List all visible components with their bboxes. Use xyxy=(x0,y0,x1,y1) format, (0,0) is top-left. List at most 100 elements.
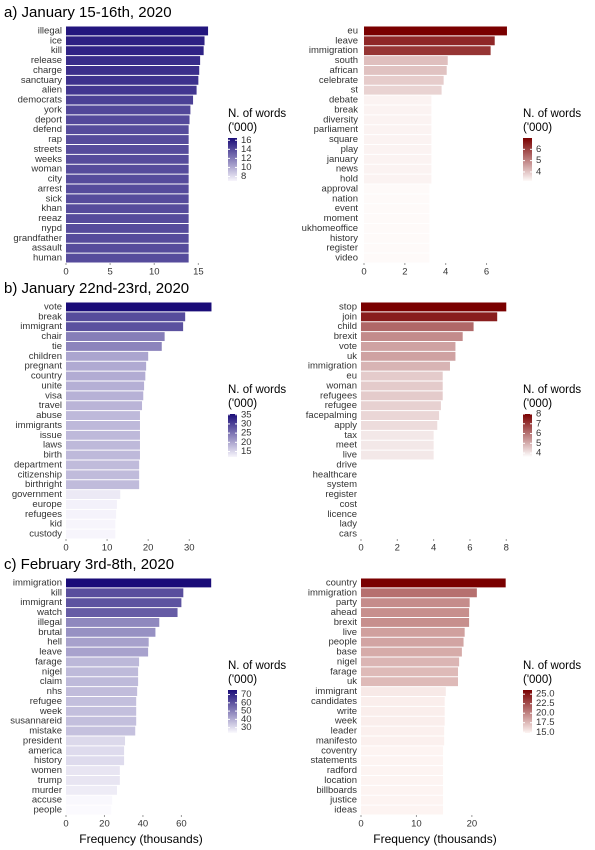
colorbar-label: 5 xyxy=(536,155,541,166)
bar xyxy=(66,381,145,391)
bar xyxy=(66,647,149,657)
bar xyxy=(364,36,495,46)
y-tick-label: ice xyxy=(50,35,62,46)
y-tick-label: diversity xyxy=(323,114,358,125)
y-tick-label: stop xyxy=(339,301,357,312)
colorbar-label: 70 xyxy=(241,689,252,700)
x-tick-label: 6 xyxy=(484,267,489,278)
y-tick-label: woman xyxy=(325,380,357,391)
y-tick-label: sanctuary xyxy=(21,75,62,86)
bar xyxy=(361,460,427,470)
y-tick-label: york xyxy=(44,104,62,115)
bar xyxy=(361,391,443,401)
bar xyxy=(66,312,186,322)
x-tick-label: 0 xyxy=(358,543,363,554)
colorbar-label: 15 xyxy=(241,446,252,457)
y-tick-label: history xyxy=(34,755,62,766)
bar xyxy=(361,588,477,598)
y-tick-label: leader xyxy=(331,726,357,737)
y-tick-label: abuse xyxy=(36,410,62,421)
bar xyxy=(364,95,432,105)
y-tick-label: weeks xyxy=(34,154,62,165)
y-tick-label: unite xyxy=(41,380,62,391)
y-tick-label: immigration xyxy=(308,587,357,598)
legend-title: N. of words xyxy=(228,384,286,396)
y-tick-label: base xyxy=(336,647,357,658)
bar xyxy=(364,144,432,154)
bar xyxy=(361,627,465,637)
bar xyxy=(66,214,189,224)
y-tick-label: accuse xyxy=(32,795,62,806)
y-tick-label: register xyxy=(325,489,357,500)
legend-title: N. of words xyxy=(523,384,581,396)
bar xyxy=(66,706,137,716)
bar xyxy=(361,677,459,687)
y-tick-label: facepalming xyxy=(306,410,357,421)
bar xyxy=(66,302,212,312)
y-tick-label: justice xyxy=(329,795,357,806)
colorbar-label: 10 xyxy=(241,162,252,173)
y-tick-label: square xyxy=(329,134,358,145)
colorbar-label: 8 xyxy=(241,171,246,182)
bar xyxy=(361,617,470,627)
x-tick-label: 60 xyxy=(176,819,187,830)
bar xyxy=(364,26,507,36)
colorbar-label: 12 xyxy=(241,153,252,164)
y-tick-label: refugees xyxy=(25,509,62,520)
y-tick-label: immigration xyxy=(308,361,357,372)
y-tick-label: radford xyxy=(327,765,357,776)
y-tick-label: lady xyxy=(340,519,358,530)
y-tick-label: news xyxy=(336,164,358,175)
bar xyxy=(66,440,140,450)
y-tick-label: kill xyxy=(51,45,62,56)
y-tick-label: department xyxy=(14,459,62,470)
bar xyxy=(66,499,117,509)
y-tick-label: vote xyxy=(44,301,62,312)
y-tick-label: ideas xyxy=(334,805,357,816)
bar xyxy=(66,233,189,243)
bar xyxy=(66,657,140,667)
bar xyxy=(66,460,140,470)
colorbar-label: 22.5 xyxy=(536,698,555,709)
bar xyxy=(364,243,430,253)
bar xyxy=(66,756,125,766)
y-tick-label: people xyxy=(328,637,357,648)
y-tick-label: moment xyxy=(324,213,359,224)
y-tick-label: custody xyxy=(29,529,62,540)
bar xyxy=(361,687,446,697)
colorbar-label: 20.0 xyxy=(536,708,555,719)
bar xyxy=(364,46,491,56)
bar xyxy=(66,509,117,519)
y-tick-label: farage xyxy=(35,656,62,667)
y-tick-label: immigrant xyxy=(20,321,62,332)
bar xyxy=(66,726,136,736)
colorbar xyxy=(228,138,237,181)
bar xyxy=(361,766,444,776)
y-tick-label: register xyxy=(326,243,358,254)
y-tick-label: travel xyxy=(39,400,62,411)
y-tick-label: party xyxy=(336,597,357,608)
y-tick-label: write xyxy=(336,706,357,717)
bar xyxy=(361,420,438,430)
bar xyxy=(66,243,189,253)
y-tick-label: hold xyxy=(340,174,358,185)
bar xyxy=(361,371,443,381)
y-tick-label: nypd xyxy=(41,223,62,234)
x-tick-label: 6 xyxy=(467,543,472,554)
colorbar-label: 4 xyxy=(536,166,541,177)
y-tick-label: drive xyxy=(336,459,357,470)
bar xyxy=(361,322,474,332)
bar xyxy=(66,351,149,361)
bar xyxy=(66,144,189,154)
y-tick-label: licence xyxy=(327,509,357,520)
y-tick-label: video xyxy=(335,253,358,264)
y-tick-label: america xyxy=(28,745,63,756)
bar xyxy=(66,490,121,500)
legend-title: ('000) xyxy=(523,398,552,410)
y-tick-label: arrest xyxy=(38,183,63,194)
y-tick-label: nigel xyxy=(337,656,357,667)
legend-title: ('000) xyxy=(228,122,257,134)
x-tick-label: 0 xyxy=(63,819,68,830)
colorbar-label: 60 xyxy=(241,697,252,708)
y-tick-label: cost xyxy=(340,499,358,510)
